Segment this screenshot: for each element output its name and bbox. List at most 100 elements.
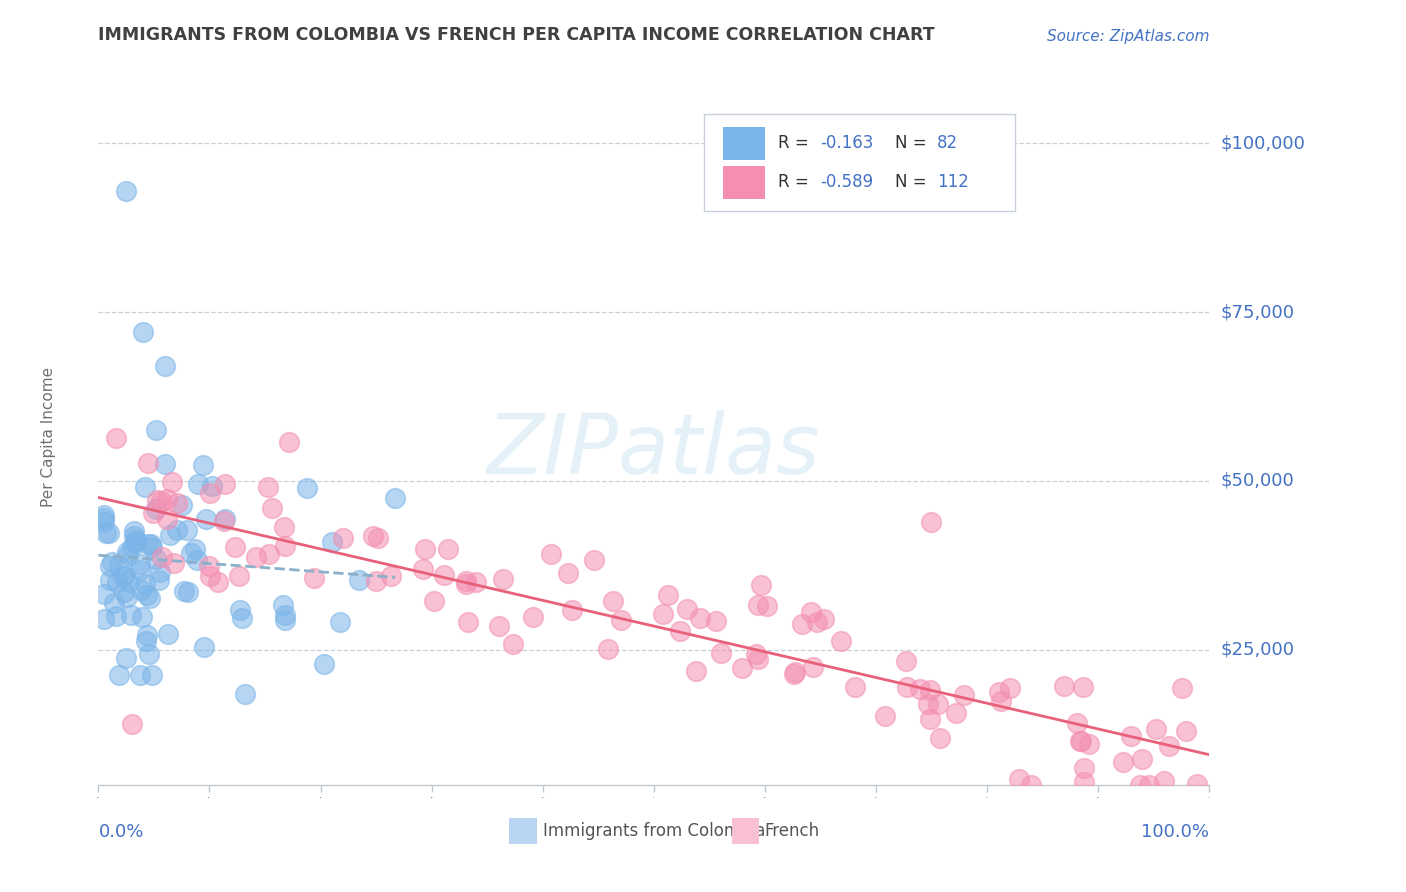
Point <box>540 547 562 561</box>
Point <box>115 545 138 559</box>
Point <box>295 481 318 495</box>
Point <box>142 506 165 520</box>
Point <box>792 617 814 632</box>
Point <box>200 569 222 583</box>
Point <box>124 534 146 549</box>
Text: Source: ZipAtlas.com: Source: ZipAtlas.com <box>1046 29 1209 44</box>
Point <box>183 541 205 556</box>
Point <box>457 615 479 629</box>
Point <box>138 648 160 662</box>
Point <box>1077 737 1099 751</box>
Point <box>1139 778 1161 792</box>
Point <box>929 731 952 745</box>
Point <box>187 476 209 491</box>
Point <box>945 706 967 721</box>
Point <box>910 681 932 696</box>
Point <box>114 569 136 583</box>
Bar <box>723 166 765 199</box>
Point <box>799 605 821 619</box>
Point <box>557 566 579 580</box>
Point <box>657 588 679 602</box>
Point <box>198 485 221 500</box>
Point <box>156 492 179 507</box>
Point <box>1073 775 1095 789</box>
Point <box>128 558 150 572</box>
Point <box>582 552 605 566</box>
Point <box>274 613 297 627</box>
Point <box>1185 777 1208 791</box>
Point <box>1073 761 1095 775</box>
Point <box>198 558 221 573</box>
Point <box>105 574 128 589</box>
Point <box>145 552 167 566</box>
Point <box>186 553 208 567</box>
Point <box>747 651 769 665</box>
Point <box>321 535 343 549</box>
Point <box>423 594 446 608</box>
Point <box>917 697 939 711</box>
Point <box>104 431 127 445</box>
Point <box>129 582 152 597</box>
Text: $25,000: $25,000 <box>1220 640 1295 659</box>
Point <box>367 531 389 545</box>
Point <box>117 548 139 562</box>
Point <box>813 612 835 626</box>
Point <box>1174 723 1197 738</box>
FancyBboxPatch shape <box>704 113 1015 211</box>
Point <box>207 574 229 589</box>
Point <box>135 628 157 642</box>
Point <box>1159 739 1181 753</box>
Point <box>927 698 949 712</box>
Point <box>1153 774 1175 789</box>
Point <box>173 583 195 598</box>
Point <box>101 556 124 570</box>
Point <box>166 496 188 510</box>
Point <box>228 568 250 582</box>
Point <box>465 574 488 589</box>
Point <box>413 542 436 557</box>
Point <box>98 525 121 540</box>
Text: IMMIGRANTS FROM COLOMBIA VS FRENCH PER CAPITA INCOME CORRELATION CHART: IMMIGRANTS FROM COLOMBIA VS FRENCH PER C… <box>98 26 935 44</box>
Point <box>141 540 163 554</box>
Point <box>749 578 772 592</box>
Point <box>783 667 806 681</box>
Point <box>160 475 183 489</box>
Point <box>710 646 733 660</box>
Point <box>436 542 458 557</box>
Point <box>121 717 143 731</box>
Point <box>894 654 917 668</box>
Point <box>801 660 824 674</box>
Point <box>193 458 215 473</box>
Point <box>125 533 148 548</box>
Point <box>132 326 155 340</box>
Text: R =: R = <box>778 173 814 192</box>
Point <box>806 615 828 629</box>
Point <box>136 537 159 551</box>
Text: 100.0%: 100.0% <box>1142 823 1209 841</box>
Point <box>141 668 163 682</box>
Point <box>1053 679 1076 693</box>
Point <box>987 685 1010 699</box>
Text: R =: R = <box>778 135 814 153</box>
Point <box>170 499 193 513</box>
Point <box>153 457 176 471</box>
Point <box>129 564 152 578</box>
Point <box>145 493 167 508</box>
Point <box>384 491 406 505</box>
Point <box>278 434 301 449</box>
Point <box>1021 778 1043 792</box>
Point <box>651 607 673 621</box>
Point <box>502 637 524 651</box>
Point <box>783 665 806 680</box>
Point <box>136 588 159 602</box>
Point <box>920 682 942 697</box>
Point <box>844 680 866 694</box>
Point <box>953 688 976 702</box>
Point <box>873 708 896 723</box>
Point <box>145 423 167 437</box>
Text: 82: 82 <box>936 135 957 153</box>
Point <box>212 514 235 528</box>
Point <box>433 568 456 582</box>
Point <box>998 681 1021 696</box>
Point <box>135 634 157 648</box>
